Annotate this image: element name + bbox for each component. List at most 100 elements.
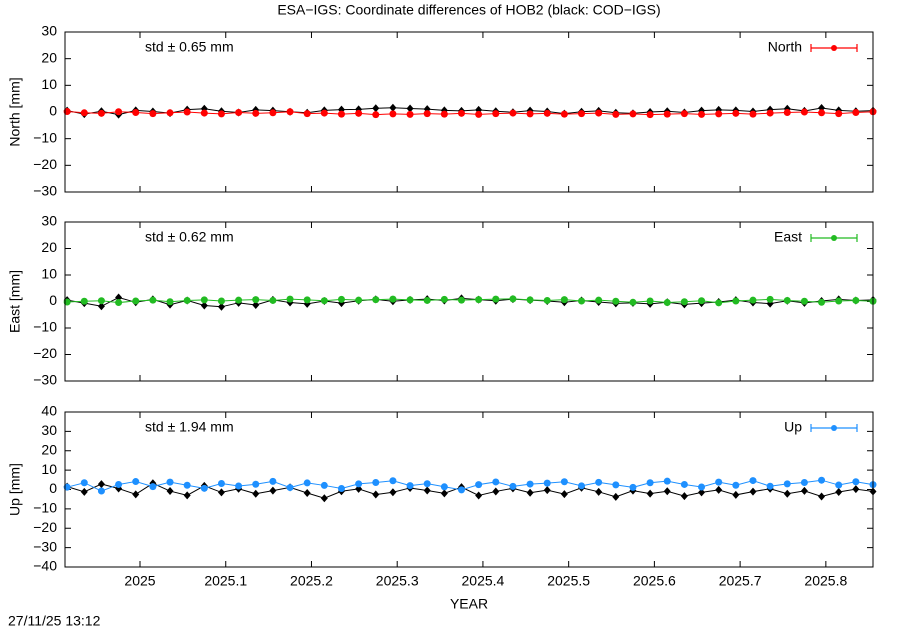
point [252, 489, 260, 498]
point [680, 480, 688, 488]
point [560, 490, 568, 499]
y-tick-label: 30 [41, 23, 57, 39]
y-tick-label: 30 [41, 422, 57, 438]
point [509, 295, 517, 303]
point [217, 297, 225, 305]
point [595, 478, 603, 486]
point [715, 110, 723, 118]
point [646, 479, 654, 487]
point [80, 297, 88, 305]
point [115, 299, 123, 307]
point [698, 110, 706, 118]
point [440, 110, 448, 118]
point [835, 297, 843, 305]
point [200, 484, 208, 492]
y-tick-label: −30 [33, 538, 57, 554]
point [680, 110, 688, 118]
x-tick-label: 2025 [124, 573, 155, 589]
point [389, 477, 397, 485]
point [320, 481, 328, 489]
series [63, 476, 877, 495]
point [423, 486, 431, 495]
point [526, 488, 534, 497]
point [423, 296, 431, 304]
point [526, 296, 534, 304]
point [80, 109, 88, 117]
point [475, 110, 483, 118]
point [457, 109, 465, 117]
point [629, 298, 637, 306]
point [97, 480, 105, 489]
series [63, 107, 877, 119]
y-tick-label: −30 [33, 183, 57, 199]
point [132, 109, 140, 117]
y-tick-label: 10 [41, 266, 57, 282]
point [217, 110, 225, 118]
point [766, 482, 774, 490]
point [732, 490, 740, 499]
point [235, 109, 243, 117]
point [217, 479, 225, 487]
point [166, 109, 174, 117]
point [252, 480, 260, 488]
point [97, 297, 105, 305]
point [749, 296, 757, 304]
point [389, 103, 397, 112]
point [766, 295, 774, 303]
point [355, 296, 363, 304]
point [149, 110, 157, 118]
point [286, 295, 294, 303]
point [115, 480, 123, 488]
point [509, 109, 517, 117]
point [355, 484, 363, 493]
point [818, 492, 826, 501]
point [663, 487, 671, 496]
point [149, 483, 157, 491]
point [440, 483, 448, 491]
y-tick-label: −30 [33, 372, 57, 388]
point [166, 487, 174, 496]
x-tick-label: 2025.3 [376, 573, 419, 589]
point [475, 481, 483, 489]
point [389, 110, 397, 118]
point [423, 480, 431, 488]
point [749, 477, 757, 485]
y-tick-label: 0 [49, 292, 57, 308]
point [149, 296, 157, 304]
point [680, 492, 688, 501]
annotation: std ± 1.94 mm [145, 419, 234, 435]
point [578, 110, 586, 118]
point [269, 486, 277, 495]
point [835, 110, 843, 118]
point [800, 486, 808, 495]
point [406, 482, 414, 490]
point [818, 298, 826, 306]
point [183, 481, 191, 489]
y-tick-label: −10 [33, 129, 57, 145]
point [389, 295, 397, 303]
y-tick-label: −10 [33, 319, 57, 335]
point [80, 487, 88, 496]
point [818, 476, 826, 484]
point [698, 297, 706, 305]
y-tick-label: −20 [33, 345, 57, 361]
legend-marker [831, 425, 837, 431]
point [475, 296, 483, 304]
x-tick-label: 2025.1 [204, 573, 247, 589]
point [217, 488, 225, 497]
y-tick-label: −20 [33, 519, 57, 535]
x-tick-label: 2025.6 [633, 573, 676, 589]
point [852, 485, 860, 494]
point [337, 110, 345, 118]
point [97, 109, 105, 117]
y-tick-label: 0 [49, 103, 57, 119]
point [509, 482, 517, 490]
point [440, 295, 448, 303]
point [217, 302, 225, 311]
point [355, 480, 363, 488]
point [269, 296, 277, 304]
point [629, 110, 637, 118]
y-tick-label: 10 [41, 76, 57, 92]
point [269, 109, 277, 117]
